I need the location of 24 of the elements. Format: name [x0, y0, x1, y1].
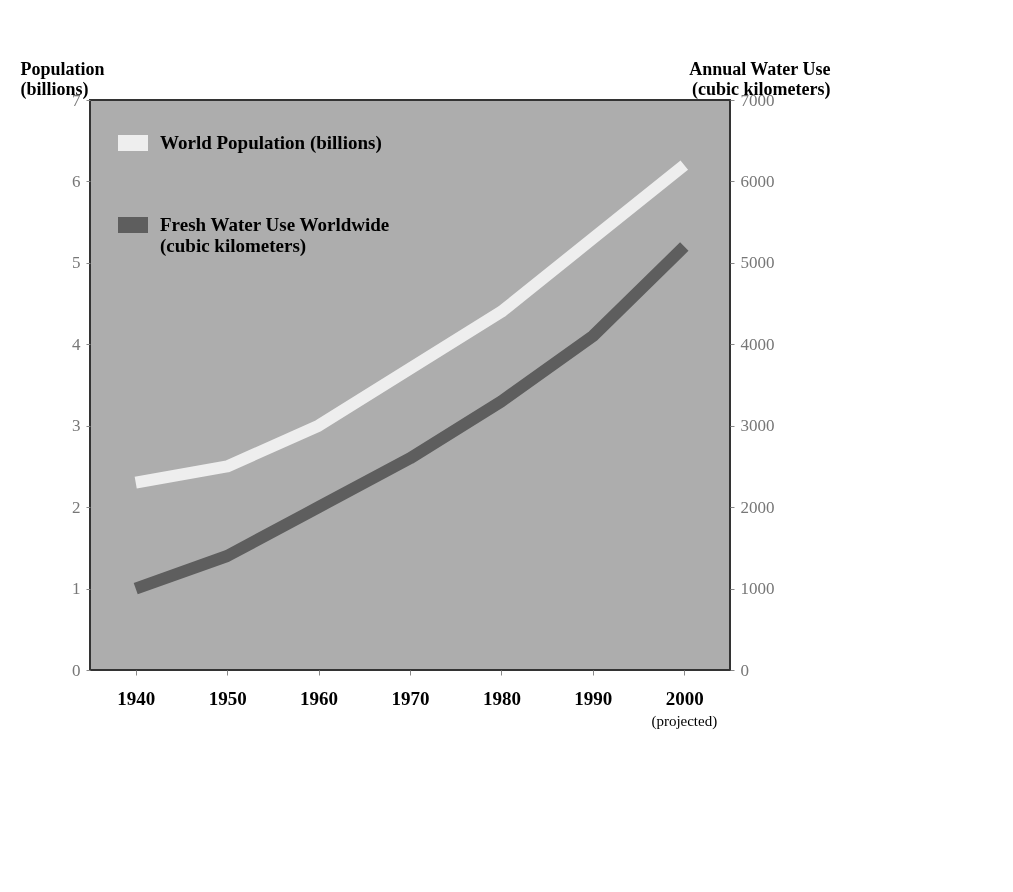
y-tick-label: 1 — [72, 579, 81, 599]
y-tick-label: 2 — [72, 497, 81, 517]
x-tick-label: 1940 — [117, 687, 156, 709]
x-tick-label: 2000 — [665, 687, 704, 709]
y2-tick-label: 1000 — [740, 579, 775, 599]
x-tick-label: 1960 — [300, 687, 339, 709]
y-tick-label: 0 — [72, 660, 81, 680]
legend-label: World Population (billions) — [160, 132, 382, 154]
y2-tick-label: 0 — [740, 660, 749, 680]
x-tick-label: 1950 — [208, 687, 247, 709]
y2-tick-label: 2000 — [740, 497, 775, 517]
y2-tick-label: 3000 — [740, 416, 775, 436]
y2-tick-label: 4000 — [740, 334, 775, 354]
y2-tick-label: 5000 — [740, 253, 775, 273]
y-tick-label: 3 — [72, 416, 81, 436]
x-tick-label: 1980 — [482, 687, 521, 709]
legend-label: Fresh Water Use Worldwide (cubic kilometers) — [160, 214, 390, 257]
y-tick-label: 4 — [72, 334, 81, 354]
y-tick-label: 5 — [72, 253, 81, 273]
x-tick-label: 1970 — [391, 687, 430, 709]
y-tick-label: 6 — [72, 171, 81, 191]
x-tick-label: 1990 — [574, 687, 613, 709]
text: (projected) — [651, 713, 718, 730]
y2-tick-label: 6000 — [740, 171, 775, 191]
